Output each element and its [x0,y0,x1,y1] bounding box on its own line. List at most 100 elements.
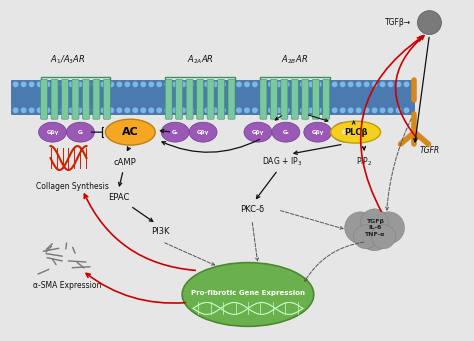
Circle shape [345,212,376,244]
FancyBboxPatch shape [292,79,298,119]
Circle shape [20,81,27,88]
FancyBboxPatch shape [270,79,277,119]
Circle shape [387,107,394,114]
Ellipse shape [38,122,66,142]
Text: Gₛ: Gₛ [283,130,289,135]
Circle shape [316,81,322,88]
Circle shape [180,107,186,114]
Circle shape [188,107,194,114]
Circle shape [220,81,226,88]
Text: AC: AC [122,127,139,137]
Circle shape [148,81,155,88]
Circle shape [252,107,258,114]
Circle shape [244,81,250,88]
Circle shape [364,107,370,114]
Circle shape [395,107,402,114]
FancyBboxPatch shape [62,79,69,119]
FancyBboxPatch shape [312,79,319,119]
FancyBboxPatch shape [186,79,193,119]
Text: A$_{2B}$AR: A$_{2B}$AR [281,54,309,66]
FancyBboxPatch shape [176,79,182,119]
Circle shape [276,81,282,88]
Circle shape [116,81,123,88]
Circle shape [260,107,266,114]
Circle shape [196,81,202,88]
FancyBboxPatch shape [103,79,110,119]
Text: DAG + IP$_3$: DAG + IP$_3$ [262,156,302,168]
Circle shape [373,212,404,244]
Circle shape [52,81,59,88]
Ellipse shape [182,263,314,326]
Circle shape [108,81,115,88]
Text: PLCβ: PLCβ [344,128,367,137]
Circle shape [132,81,138,88]
Text: TGFβ→: TGFβ→ [385,18,411,27]
FancyBboxPatch shape [218,79,225,119]
Circle shape [12,81,19,88]
FancyBboxPatch shape [197,79,204,119]
Circle shape [164,107,170,114]
Circle shape [212,107,218,114]
Circle shape [300,107,306,114]
Circle shape [300,81,306,88]
Ellipse shape [105,119,155,145]
Text: A$_1$/A$_3$AR: A$_1$/A$_3$AR [50,54,85,66]
Circle shape [347,81,354,88]
Circle shape [260,81,266,88]
Circle shape [252,81,258,88]
Circle shape [379,107,386,114]
Circle shape [36,81,43,88]
Circle shape [76,81,82,88]
Circle shape [92,81,99,88]
FancyBboxPatch shape [51,79,58,119]
Circle shape [156,81,163,88]
Circle shape [339,81,346,88]
Circle shape [418,11,441,34]
Ellipse shape [304,122,332,142]
Text: PKC-δ: PKC-δ [240,205,264,214]
Circle shape [276,107,282,114]
Text: Gᵢ: Gᵢ [78,130,83,135]
Circle shape [324,81,330,88]
Circle shape [172,107,178,114]
Circle shape [12,107,19,114]
Circle shape [403,107,410,114]
Circle shape [268,107,274,114]
FancyBboxPatch shape [323,79,330,119]
Circle shape [100,81,107,88]
Circle shape [45,81,51,88]
Circle shape [354,225,378,249]
Circle shape [316,107,322,114]
Text: Gβγ: Gβγ [311,130,324,135]
Text: TGFβ
IL-6
TNF-α: TGFβ IL-6 TNF-α [365,219,385,237]
Text: Gβγ: Gβγ [252,130,264,135]
Text: Gβγ: Gβγ [197,130,210,135]
Circle shape [164,81,170,88]
Circle shape [268,81,274,88]
Text: A$_{2A}$AR: A$_{2A}$AR [187,54,214,66]
Circle shape [52,107,59,114]
Circle shape [372,81,378,88]
Circle shape [204,81,210,88]
Ellipse shape [331,121,381,143]
Circle shape [36,107,43,114]
Circle shape [339,107,346,114]
Text: TGFR: TGFR [419,146,439,155]
Circle shape [156,107,163,114]
Circle shape [395,81,402,88]
FancyBboxPatch shape [302,79,309,119]
Circle shape [84,81,91,88]
Circle shape [45,107,51,114]
FancyBboxPatch shape [228,79,235,119]
Circle shape [116,107,123,114]
Circle shape [196,107,202,114]
Circle shape [308,107,314,114]
Circle shape [28,107,35,114]
Circle shape [331,81,338,88]
FancyBboxPatch shape [41,79,47,119]
Circle shape [68,107,75,114]
Circle shape [132,107,138,114]
Text: Gₛ: Gₛ [172,130,179,135]
Circle shape [356,81,362,88]
FancyBboxPatch shape [165,79,172,119]
